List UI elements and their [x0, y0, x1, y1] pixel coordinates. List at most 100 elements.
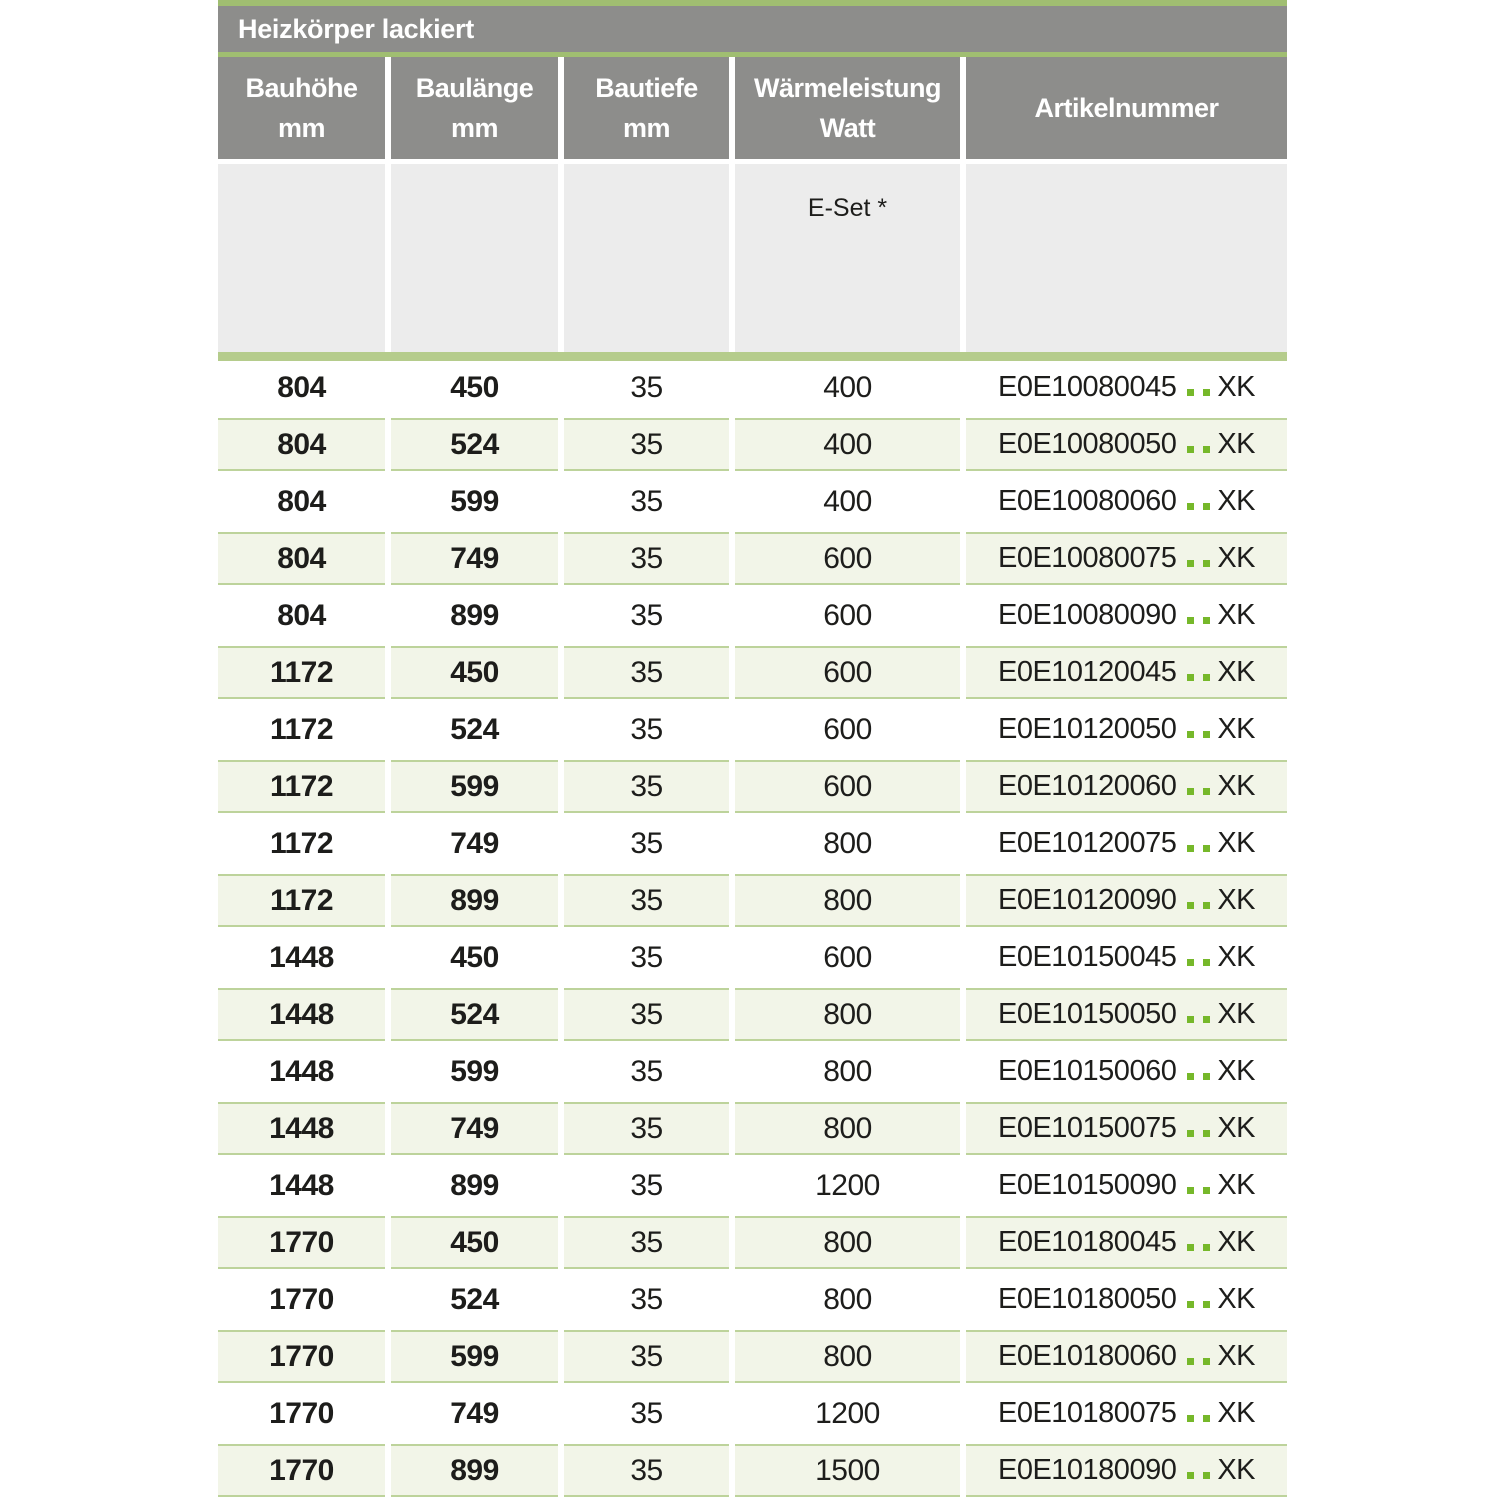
column-header-label: Wärmeleistung — [753, 73, 942, 103]
column-header-waermeleistung: Wärmeleistung Watt — [735, 57, 960, 159]
cell-baulaenge: 599 — [391, 1045, 558, 1098]
cell-artikelnummer: E0E10120050 XK — [966, 703, 1287, 756]
artikel-placeholder-dots — [1187, 787, 1211, 795]
table-row: 1448 749 35 800 E0E10150075 XK — [218, 1102, 1287, 1155]
table-row: 1448 899 35 1200 E0E10150090 XK — [218, 1159, 1287, 1212]
column-header-row: Bauhöhe mm Baulänge mm Bautiefe mm Wärme… — [218, 57, 1287, 159]
artikel-placeholder-dots — [1187, 388, 1211, 396]
green-dot-icon — [1187, 1357, 1195, 1365]
table-row: 1172 524 35 600 E0E10120050 XK — [218, 703, 1287, 756]
cell-baulaenge: 899 — [391, 1159, 558, 1212]
table-row: 1770 899 35 1500 E0E10180090 XK — [218, 1444, 1287, 1497]
cell-waermeleistung: 400 — [735, 361, 960, 414]
green-dot-icon — [1203, 1357, 1211, 1365]
green-dot-icon — [1203, 1471, 1211, 1479]
cell-bauhoehe: 804 — [218, 418, 385, 471]
artikel-suffix: XK — [1217, 770, 1256, 802]
cell-bauhoehe: 1770 — [218, 1387, 385, 1440]
table-row: 804 899 35 600 E0E10080090 XK — [218, 589, 1287, 642]
cell-artikelnummer: E0E10150090 XK — [966, 1159, 1287, 1212]
artikel-code: E0E10120060 — [997, 770, 1177, 802]
table-row: 1448 599 35 800 E0E10150060 XK — [218, 1045, 1287, 1098]
cell-artikelnummer: E0E10150060 XK — [966, 1045, 1287, 1098]
title-separator-line — [218, 52, 1287, 57]
cell-artikelnummer: E0E10120045 XK — [966, 646, 1287, 699]
green-dot-icon — [1203, 730, 1211, 738]
green-dot-icon — [1187, 1129, 1195, 1137]
product-spec-table: Heizkörper lackiert Bauhöhe mm Baulänge … — [218, 0, 1287, 1501]
column-header-baulaenge: Baulänge mm — [391, 57, 558, 159]
artikel-code: E0E10180090 — [997, 1454, 1177, 1486]
cell-bauhoehe: 1448 — [218, 1045, 385, 1098]
cell-baulaenge: 524 — [391, 988, 558, 1041]
artikel-suffix: XK — [1217, 599, 1256, 631]
cell-bautiefe: 35 — [564, 988, 729, 1041]
table-row: 1172 450 35 600 E0E10120045 XK — [218, 646, 1287, 699]
green-dot-icon — [1203, 1243, 1211, 1251]
table-body: 804 450 35 400 E0E10080045 XK 804 524 35 400 E0E10… — [218, 361, 1287, 1497]
cell-waermeleistung: 600 — [735, 703, 960, 756]
table-row: 1448 450 35 600 E0E10150045 XK — [218, 931, 1287, 984]
artikel-placeholder-dots — [1187, 1300, 1211, 1308]
cell-bautiefe: 35 — [564, 1216, 729, 1269]
green-dot-icon — [1203, 958, 1211, 966]
cell-bautiefe: 35 — [564, 1387, 729, 1440]
cell-bauhoehe: 1770 — [218, 1330, 385, 1383]
cell-baulaenge: 450 — [391, 646, 558, 699]
artikel-suffix: XK — [1217, 713, 1256, 745]
column-header-unit: Watt — [819, 113, 876, 143]
artikel-suffix: XK — [1217, 1340, 1256, 1372]
cell-bauhoehe: 1448 — [218, 931, 385, 984]
artikel-code: E0E10150050 — [997, 998, 1177, 1030]
column-header-bautiefe: Bautiefe mm — [564, 57, 729, 159]
cell-bautiefe: 35 — [564, 931, 729, 984]
cell-waermeleistung: 1200 — [735, 1387, 960, 1440]
green-dot-icon — [1203, 1300, 1211, 1308]
cell-artikelnummer: E0E10080075 XK — [966, 532, 1287, 585]
cell-artikelnummer: E0E10080050 XK — [966, 418, 1287, 471]
cell-bauhoehe: 1770 — [218, 1216, 385, 1269]
column-header-label: Bautiefe — [595, 73, 698, 103]
artikel-code: E0E10080060 — [997, 485, 1177, 517]
green-dot-icon — [1187, 559, 1195, 567]
artikel-placeholder-dots — [1187, 1072, 1211, 1080]
subheader-cell-waermeleistung: E-Set * — [735, 164, 960, 352]
green-dot-icon — [1187, 901, 1195, 909]
cell-bauhoehe: 804 — [218, 589, 385, 642]
cell-artikelnummer: E0E10150045 XK — [966, 931, 1287, 984]
green-dot-icon — [1187, 445, 1195, 453]
cell-bautiefe: 35 — [564, 589, 729, 642]
artikel-suffix: XK — [1217, 1112, 1256, 1144]
green-dot-icon — [1187, 1072, 1195, 1080]
cell-artikelnummer: E0E10120090 XK — [966, 874, 1287, 927]
cell-waermeleistung: 1500 — [735, 1444, 960, 1497]
artikel-code: E0E10150090 — [997, 1169, 1177, 1201]
cell-artikelnummer: E0E10180045 XK — [966, 1216, 1287, 1269]
cell-bautiefe: 35 — [564, 1330, 729, 1383]
cell-waermeleistung: 800 — [735, 1273, 960, 1326]
cell-bauhoehe: 1172 — [218, 760, 385, 813]
artikel-code: E0E10180045 — [997, 1226, 1177, 1258]
artikel-suffix: XK — [1217, 941, 1256, 973]
cell-baulaenge: 524 — [391, 1273, 558, 1326]
cell-bautiefe: 35 — [564, 874, 729, 927]
cell-artikelnummer: E0E10080060 XK — [966, 475, 1287, 528]
cell-baulaenge: 524 — [391, 418, 558, 471]
table-row: 1172 749 35 800 E0E10120075 XK — [218, 817, 1287, 870]
table-row: 804 599 35 400 E0E10080060 XK — [218, 475, 1287, 528]
cell-waermeleistung: 800 — [735, 874, 960, 927]
green-dot-icon — [1203, 445, 1211, 453]
green-dot-icon — [1187, 1015, 1195, 1023]
cell-artikelnummer: E0E10150075 XK — [966, 1102, 1287, 1155]
subheader-row: E-Set * — [218, 164, 1287, 352]
table-row: 1172 599 35 600 E0E10120060 XK — [218, 760, 1287, 813]
green-dot-icon — [1203, 502, 1211, 510]
artikel-code: E0E10120090 — [997, 884, 1177, 916]
artikel-code: E0E10120050 — [997, 713, 1177, 745]
artikel-suffix: XK — [1217, 998, 1256, 1030]
artikel-suffix: XK — [1217, 428, 1256, 460]
green-dot-icon — [1203, 388, 1211, 396]
column-header-label: Bauhöhe — [245, 73, 358, 103]
artikel-code: E0E10080045 — [997, 371, 1177, 403]
artikel-code: E0E10080075 — [997, 542, 1177, 574]
